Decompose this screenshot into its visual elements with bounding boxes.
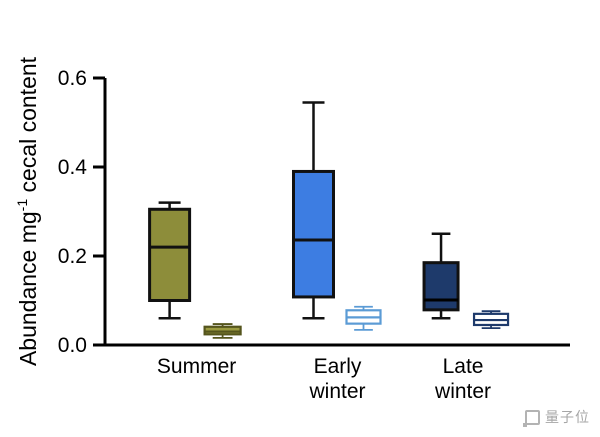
box-early-winter-main	[292, 101, 335, 320]
box-summer-main	[148, 201, 192, 320]
box-rect	[292, 169, 335, 299]
box-rect	[148, 207, 192, 302]
box-late-winter-small	[472, 310, 510, 329]
qbitai-logo-icon	[523, 409, 540, 427]
x-label-summer: Summer	[157, 355, 236, 378]
y-tick-label: 0.4	[58, 156, 88, 179]
x-label-late-winter: Late winter	[434, 355, 491, 403]
y-tick-label: 0.2	[58, 245, 87, 268]
box-summer-small	[203, 323, 242, 339]
y-tick-label: 0.6	[58, 67, 87, 90]
box-rect	[203, 325, 242, 336]
watermark: 量子位	[523, 407, 590, 427]
x-label-early-winter: Early winter	[308, 355, 365, 403]
y-tick-label: 0.0	[58, 334, 87, 357]
box-rect	[422, 261, 460, 312]
box-early-winter-small	[345, 305, 382, 331]
box-late-winter-main	[422, 232, 460, 320]
watermark-text: 量子位	[545, 409, 590, 425]
y-axis-title: Abundance mg-1 cecal content	[14, 56, 41, 366]
